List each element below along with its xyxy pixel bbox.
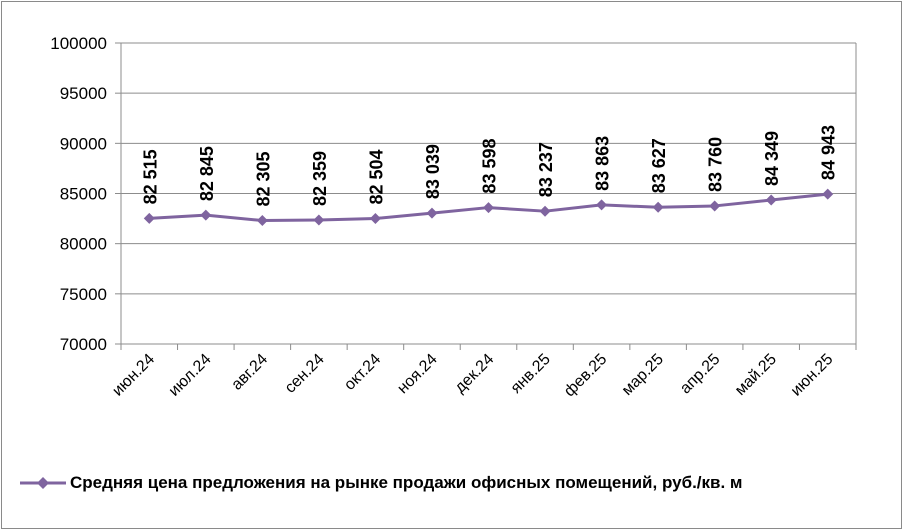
- data-label: 82 845: [197, 146, 217, 201]
- data-point: [483, 202, 494, 214]
- x-tick-label: окт.24: [341, 351, 384, 394]
- y-tick-label: 100000: [50, 34, 107, 53]
- gridlines: [121, 42, 856, 295]
- x-tick-label: авг.24: [228, 351, 271, 394]
- data-point: [539, 205, 551, 217]
- data-label: 83 760: [706, 137, 726, 192]
- data-label: 84 943: [819, 125, 839, 180]
- data-label: 84 349: [762, 131, 782, 186]
- legend-label: Средняя цена предложения на рынке продаж…: [70, 473, 743, 492]
- data-point: [709, 200, 721, 212]
- data-label: 83 627: [649, 138, 669, 193]
- data-point: [822, 188, 834, 200]
- data-label: 83 863: [593, 136, 613, 191]
- x-tick-labels: июн.24 июл.24 авг.24 сен.24 окт.24 ноя.24 дек.…: [109, 351, 836, 400]
- data-point: [200, 209, 212, 221]
- data-point: [426, 207, 438, 219]
- data-point: [143, 212, 155, 224]
- data-point: [369, 213, 381, 225]
- data-label: 83 598: [480, 139, 500, 194]
- y-tick-label: 85000: [60, 185, 107, 204]
- x-tick-label: апр.25: [677, 351, 724, 398]
- data-label: 82 359: [310, 151, 330, 206]
- y-tick-label: 95000: [60, 84, 107, 103]
- x-tick-label: сен.24: [282, 351, 328, 397]
- x-tick-label: май.25: [732, 351, 780, 399]
- y-tick-label: 75000: [60, 285, 107, 304]
- data-point: [652, 201, 664, 213]
- data-point: [313, 214, 325, 226]
- x-tick-label: янв.25: [508, 351, 554, 397]
- legend: Средняя цена предложения на рынке продаж…: [20, 470, 890, 496]
- x-tick-label: июл.24: [166, 351, 215, 400]
- data-point: [256, 215, 268, 227]
- x-tick-label: июн.25: [788, 351, 837, 400]
- data-label: 83 237: [536, 142, 556, 197]
- axes: [115, 42, 857, 350]
- legend-marker: [20, 477, 66, 489]
- data-labels: 82 515 82 845 82 305 82 359 82 504 83 039 83 5…: [140, 125, 838, 207]
- y-tick-label: 80000: [60, 235, 107, 254]
- x-tick-label: мар.25: [619, 351, 667, 399]
- x-tick-label: дек.24: [452, 351, 498, 397]
- data-label: 83 039: [423, 144, 443, 199]
- series-markers: [143, 188, 834, 227]
- x-tick-label: июн.24: [109, 351, 158, 400]
- data-point: [596, 199, 608, 211]
- data-label: 82 515: [140, 149, 160, 204]
- x-tick-label: фев.25: [561, 351, 610, 400]
- data-label: 82 504: [366, 149, 386, 204]
- y-tick-label: 90000: [60, 134, 107, 153]
- x-tick-label: ноя.24: [394, 351, 440, 397]
- data-label: 82 305: [253, 151, 273, 206]
- y-tick-labels: 100000 95000 90000 85000 80000 75000 70000: [50, 34, 107, 354]
- y-tick-label: 70000: [60, 335, 107, 354]
- data-point: [765, 194, 777, 206]
